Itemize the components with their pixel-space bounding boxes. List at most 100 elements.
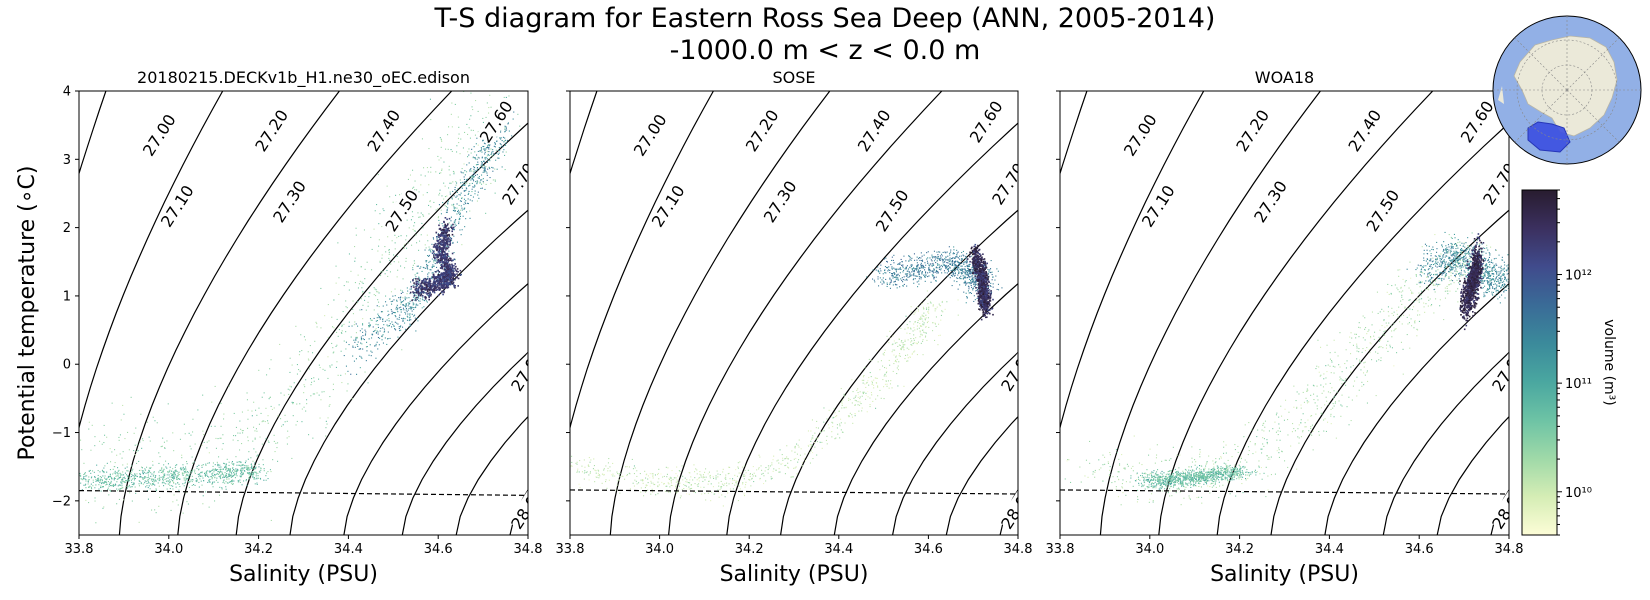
ts-point	[350, 270, 352, 272]
ts-point	[436, 288, 439, 291]
ts-point	[241, 474, 243, 476]
ts-point	[449, 279, 452, 282]
ts-point	[387, 315, 389, 317]
ts-point	[427, 255, 429, 257]
ts-point	[677, 481, 679, 483]
ts-point	[456, 273, 458, 275]
ts-point	[415, 276, 417, 278]
ts-point	[922, 354, 924, 356]
ts-point	[319, 417, 321, 419]
ts-point	[185, 470, 187, 472]
ts-point	[84, 473, 86, 475]
ts-point	[442, 202, 444, 204]
ts-point	[188, 486, 190, 488]
ts-point	[288, 436, 290, 438]
ts-point	[451, 102, 453, 104]
ts-point	[673, 477, 675, 479]
ts-point	[470, 129, 472, 131]
ts-point	[377, 331, 379, 333]
ts-point	[368, 322, 370, 324]
ts-point	[238, 461, 240, 463]
ts-point	[151, 478, 153, 480]
ts-point	[481, 183, 483, 185]
ts-point	[717, 476, 719, 478]
ts-point	[442, 235, 445, 237]
ts-point	[571, 461, 573, 463]
ts-point	[338, 329, 340, 331]
ts-point	[475, 143, 477, 145]
ts-point	[709, 475, 711, 477]
ts-point	[385, 251, 387, 253]
ts-point	[460, 205, 462, 207]
ts-point	[225, 464, 227, 466]
ts-point	[484, 168, 486, 170]
ts-point	[865, 386, 867, 388]
ts-point	[355, 336, 357, 338]
ts-point	[300, 334, 302, 336]
ts-point	[466, 164, 468, 166]
ts-point	[724, 483, 726, 485]
ts-point	[938, 268, 940, 270]
ts-point	[828, 427, 830, 429]
ts-point	[449, 265, 451, 268]
ts-point	[909, 356, 911, 358]
ts-point	[439, 189, 441, 191]
ts-point	[965, 255, 967, 257]
ts-point	[369, 325, 371, 327]
ts-point	[752, 475, 754, 477]
ts-point	[406, 247, 408, 249]
ts-point	[425, 281, 427, 284]
ts-point	[915, 342, 917, 344]
ts-point	[420, 293, 423, 295]
ts-point	[341, 330, 343, 332]
ts-point	[225, 475, 227, 477]
ts-point	[387, 310, 389, 312]
ts-point	[191, 471, 193, 473]
ts-point	[467, 151, 469, 153]
ts-point	[949, 277, 951, 279]
ts-point	[422, 287, 424, 290]
ts-point	[227, 482, 229, 484]
ts-point	[239, 479, 241, 481]
ts-point	[441, 278, 443, 281]
ts-point	[122, 479, 124, 481]
ts-point	[81, 449, 83, 451]
ts-point	[816, 454, 818, 456]
ts-point	[433, 279, 435, 282]
ts-point	[410, 288, 412, 290]
ts-point	[585, 472, 587, 474]
ts-point	[634, 467, 636, 469]
ts-point	[325, 420, 327, 422]
density-contour-label: 27.30	[269, 177, 310, 226]
ts-point	[679, 471, 681, 473]
ts-point	[238, 464, 240, 466]
ts-point	[989, 291, 991, 293]
ts-point	[969, 292, 971, 294]
ts-point	[163, 474, 165, 476]
ts-point	[134, 477, 136, 479]
ts-point	[840, 422, 842, 424]
ts-point	[161, 445, 163, 447]
ts-point	[458, 204, 460, 206]
ts-point	[396, 237, 398, 239]
ts-point	[105, 481, 107, 483]
ts-point	[443, 231, 446, 234]
ts-point	[866, 381, 868, 383]
ts-point	[490, 106, 492, 108]
ts-point	[481, 156, 483, 158]
ts-point	[361, 309, 363, 311]
ts-point	[223, 462, 225, 464]
ts-point	[350, 373, 352, 375]
ts-point	[454, 285, 456, 287]
ts-point	[919, 318, 921, 320]
ts-point	[258, 407, 260, 409]
ts-point	[370, 355, 372, 357]
ts-point	[398, 261, 400, 263]
ts-point	[628, 466, 630, 468]
ts-point	[434, 257, 436, 259]
ts-point	[76, 478, 77, 479]
ts-point	[447, 227, 450, 230]
ts-point	[377, 337, 379, 339]
ts-point	[460, 234, 462, 236]
ts-point	[596, 476, 598, 478]
